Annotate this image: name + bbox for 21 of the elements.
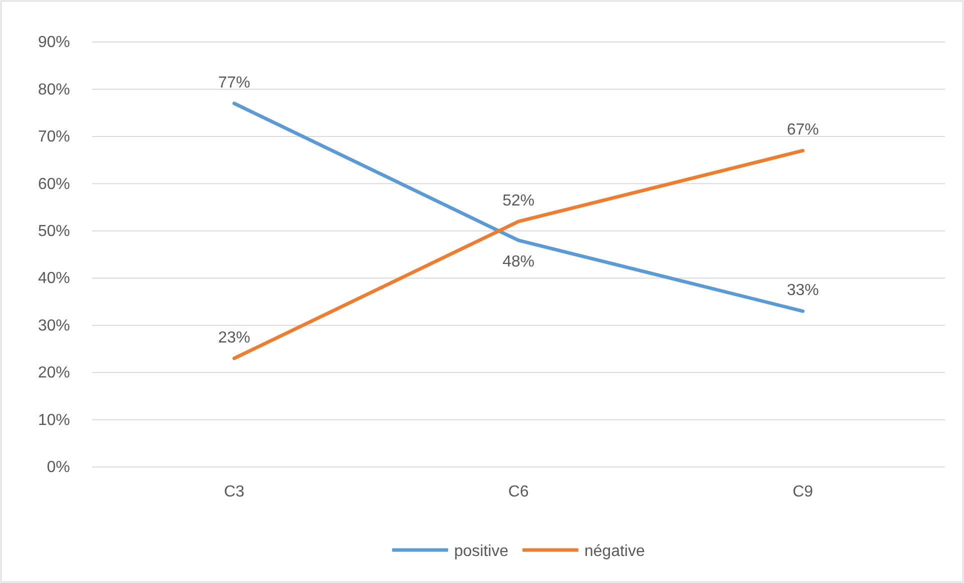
x-tick-label: C3 [224,483,244,500]
y-tick-label: 60% [38,176,70,193]
y-tick-label: 0% [46,459,70,476]
y-tick-label: 40% [38,270,70,288]
legend-label: négative [584,543,645,560]
y-tick-label: 80% [38,81,70,98]
y-tick-label: 10% [38,412,70,429]
y-tick-label: 20% [38,364,70,382]
y-tick-label: 70% [38,128,70,146]
data-label: 23% [218,329,250,346]
data-label: 33% [786,282,819,300]
data-label: 67% [786,122,819,139]
data-label: 52% [502,192,535,210]
x-tick-label: C9 [792,483,814,500]
data-label: 48% [502,253,535,270]
y-tick-label: 50% [38,223,70,240]
data-label: 77% [218,74,250,92]
y-tick-label: 90% [38,34,70,52]
x-tick-label: C6 [508,483,529,500]
legend-label: positive [454,543,508,560]
y-tick-label: 30% [38,317,70,334]
